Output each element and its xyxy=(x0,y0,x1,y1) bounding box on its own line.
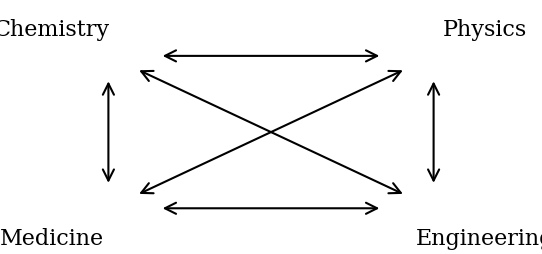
Text: Physics: Physics xyxy=(443,20,527,41)
Text: Engineering: Engineering xyxy=(416,228,542,250)
Text: Medicine: Medicine xyxy=(0,228,104,250)
FancyArrowPatch shape xyxy=(165,50,377,61)
FancyArrowPatch shape xyxy=(428,84,439,181)
FancyArrowPatch shape xyxy=(141,71,401,193)
FancyArrowPatch shape xyxy=(103,84,114,181)
FancyArrowPatch shape xyxy=(165,203,377,214)
FancyArrowPatch shape xyxy=(141,71,401,193)
Text: Chemistry: Chemistry xyxy=(0,20,109,41)
